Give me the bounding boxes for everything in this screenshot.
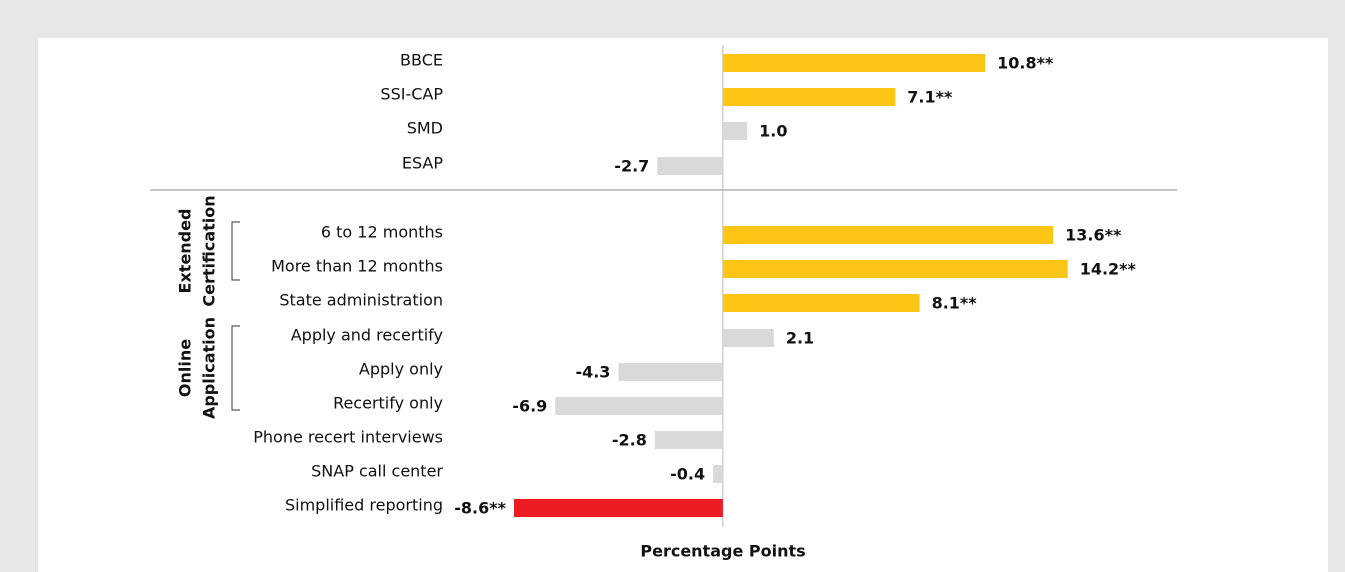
category-label: Phone recert interviews [253, 428, 443, 447]
category-label: 6 to 12 months [321, 223, 443, 242]
bar [657, 157, 723, 175]
group-label: Application [200, 317, 219, 419]
bar [722, 294, 920, 312]
value-label: 8.1** [932, 294, 978, 313]
value-label: 1.0 [759, 122, 787, 141]
bracket [231, 221, 240, 281]
value-label: -2.7 [614, 157, 649, 176]
bar [722, 329, 774, 347]
value-label: -0.4 [670, 465, 705, 484]
group-label: Extended [176, 209, 195, 294]
category-label: More than 12 months [271, 257, 443, 276]
value-label: -8.6** [454, 499, 506, 518]
value-label: -2.8 [612, 431, 647, 450]
bracket [231, 325, 240, 411]
group-label: Online [176, 339, 195, 397]
bar [722, 54, 986, 72]
value-label: 2.1 [786, 329, 814, 348]
value-label: 13.6** [1065, 226, 1122, 245]
category-label: Recertify only [333, 394, 443, 413]
panel [38, 38, 1328, 572]
value-label: 10.8** [997, 54, 1054, 73]
value-label: -6.9 [512, 397, 547, 416]
category-label: BBCE [400, 51, 443, 70]
category-label: SNAP call center [311, 462, 443, 481]
bar [722, 88, 896, 106]
category-label: ESAP [402, 154, 444, 173]
category-label: SSI-CAP [380, 85, 443, 104]
bar [722, 226, 1054, 244]
category-label: Simplified reporting [285, 496, 443, 515]
value-label: 14.2** [1080, 260, 1137, 279]
bar [514, 499, 723, 517]
bar [722, 260, 1068, 278]
x-axis-label: Percentage Points [640, 542, 805, 561]
value-label: -4.3 [575, 363, 610, 382]
bar [618, 363, 723, 381]
bar [555, 397, 723, 415]
category-label: Apply only [359, 360, 443, 379]
category-label: State administration [279, 291, 443, 310]
bar [713, 465, 723, 483]
bar [654, 431, 723, 449]
category-label: Apply and recertify [291, 326, 443, 345]
bar [722, 122, 748, 140]
category-label: SMD [407, 119, 443, 138]
value-label: 7.1** [907, 88, 953, 107]
group-label: Certification [200, 195, 219, 306]
